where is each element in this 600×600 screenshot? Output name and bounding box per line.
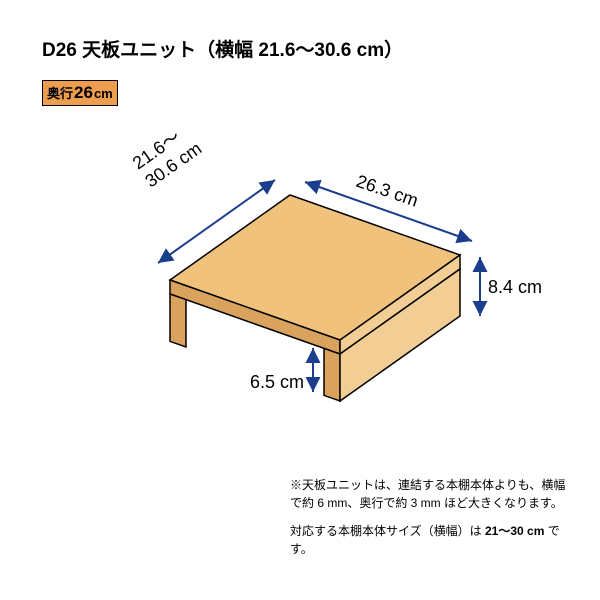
badge-suffix: cm — [94, 86, 113, 101]
right-leg-front — [324, 348, 340, 401]
note-2: 対応する本棚本体サイズ（横幅）は 21～30 cm です。 — [290, 522, 570, 558]
page-title: D26 天板ユニット（横幅 21.6～30.6 cm） — [42, 35, 403, 62]
dim-height: 8.4 cm — [488, 277, 542, 297]
note-1: ※天板ユニットは、連結する本棚本体よりも、横幅で約 6 mm、奥行で約 3 mm… — [290, 476, 570, 512]
svg-text:21.6～ 30.6 cm: 21.6～ 30.6 cm — [129, 120, 206, 191]
badge-prefix: 奥行 — [47, 83, 73, 102]
dimension-diagram: 26.3 cm 8.4 cm 6.5 cm 21.6～ 30.6 cm — [50, 110, 550, 450]
dim-depth: 26.3 cm — [354, 171, 421, 211]
left-leg-front — [170, 294, 186, 347]
badge-value: 26 — [74, 83, 93, 103]
depth-badge: 奥行 26 cm — [42, 80, 118, 106]
dim-inner: 6.5 cm — [250, 372, 304, 392]
notes-block: ※天板ユニットは、連結する本棚本体よりも、横幅で約 6 mm、奥行で約 3 mm… — [290, 476, 570, 568]
